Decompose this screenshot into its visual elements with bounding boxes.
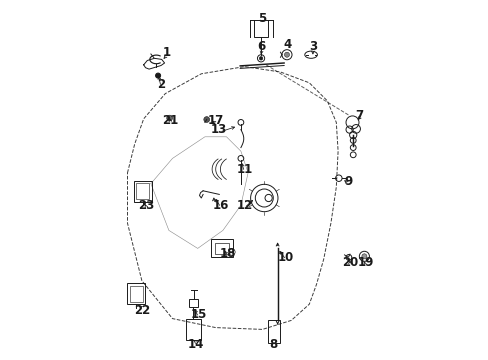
Circle shape: [361, 254, 366, 259]
Circle shape: [203, 117, 209, 122]
Circle shape: [284, 52, 289, 57]
Text: 16: 16: [212, 199, 229, 212]
Text: 10: 10: [278, 251, 294, 264]
Bar: [133, 181, 151, 202]
Bar: [136, 183, 149, 199]
Circle shape: [155, 73, 160, 78]
Text: 15: 15: [190, 309, 206, 321]
Bar: [130, 286, 142, 302]
Text: 9: 9: [344, 175, 352, 188]
Text: 11: 11: [236, 163, 252, 176]
Text: 12: 12: [236, 199, 252, 212]
Circle shape: [166, 115, 172, 121]
Text: 1: 1: [163, 46, 171, 59]
Bar: [268, 320, 279, 343]
Text: 18: 18: [220, 247, 236, 260]
Text: 4: 4: [283, 39, 291, 51]
Text: 6: 6: [257, 40, 265, 53]
Text: 7: 7: [355, 109, 363, 122]
Bar: [186, 319, 200, 340]
Text: 20: 20: [341, 256, 357, 269]
Bar: [254, 20, 267, 37]
Text: 8: 8: [268, 338, 277, 351]
Text: 21: 21: [162, 114, 179, 127]
Text: 5: 5: [257, 12, 265, 24]
Text: 22: 22: [134, 304, 150, 317]
Text: 19: 19: [357, 256, 373, 269]
Text: 13: 13: [211, 123, 227, 136]
Bar: [189, 299, 198, 307]
Bar: [211, 239, 232, 257]
Bar: [215, 243, 228, 254]
Text: 23: 23: [138, 199, 154, 212]
Bar: [127, 283, 145, 304]
Circle shape: [259, 57, 263, 60]
Text: 14: 14: [187, 338, 203, 351]
Text: 3: 3: [308, 40, 316, 53]
Text: 2: 2: [157, 78, 165, 91]
Text: 17: 17: [207, 114, 224, 127]
